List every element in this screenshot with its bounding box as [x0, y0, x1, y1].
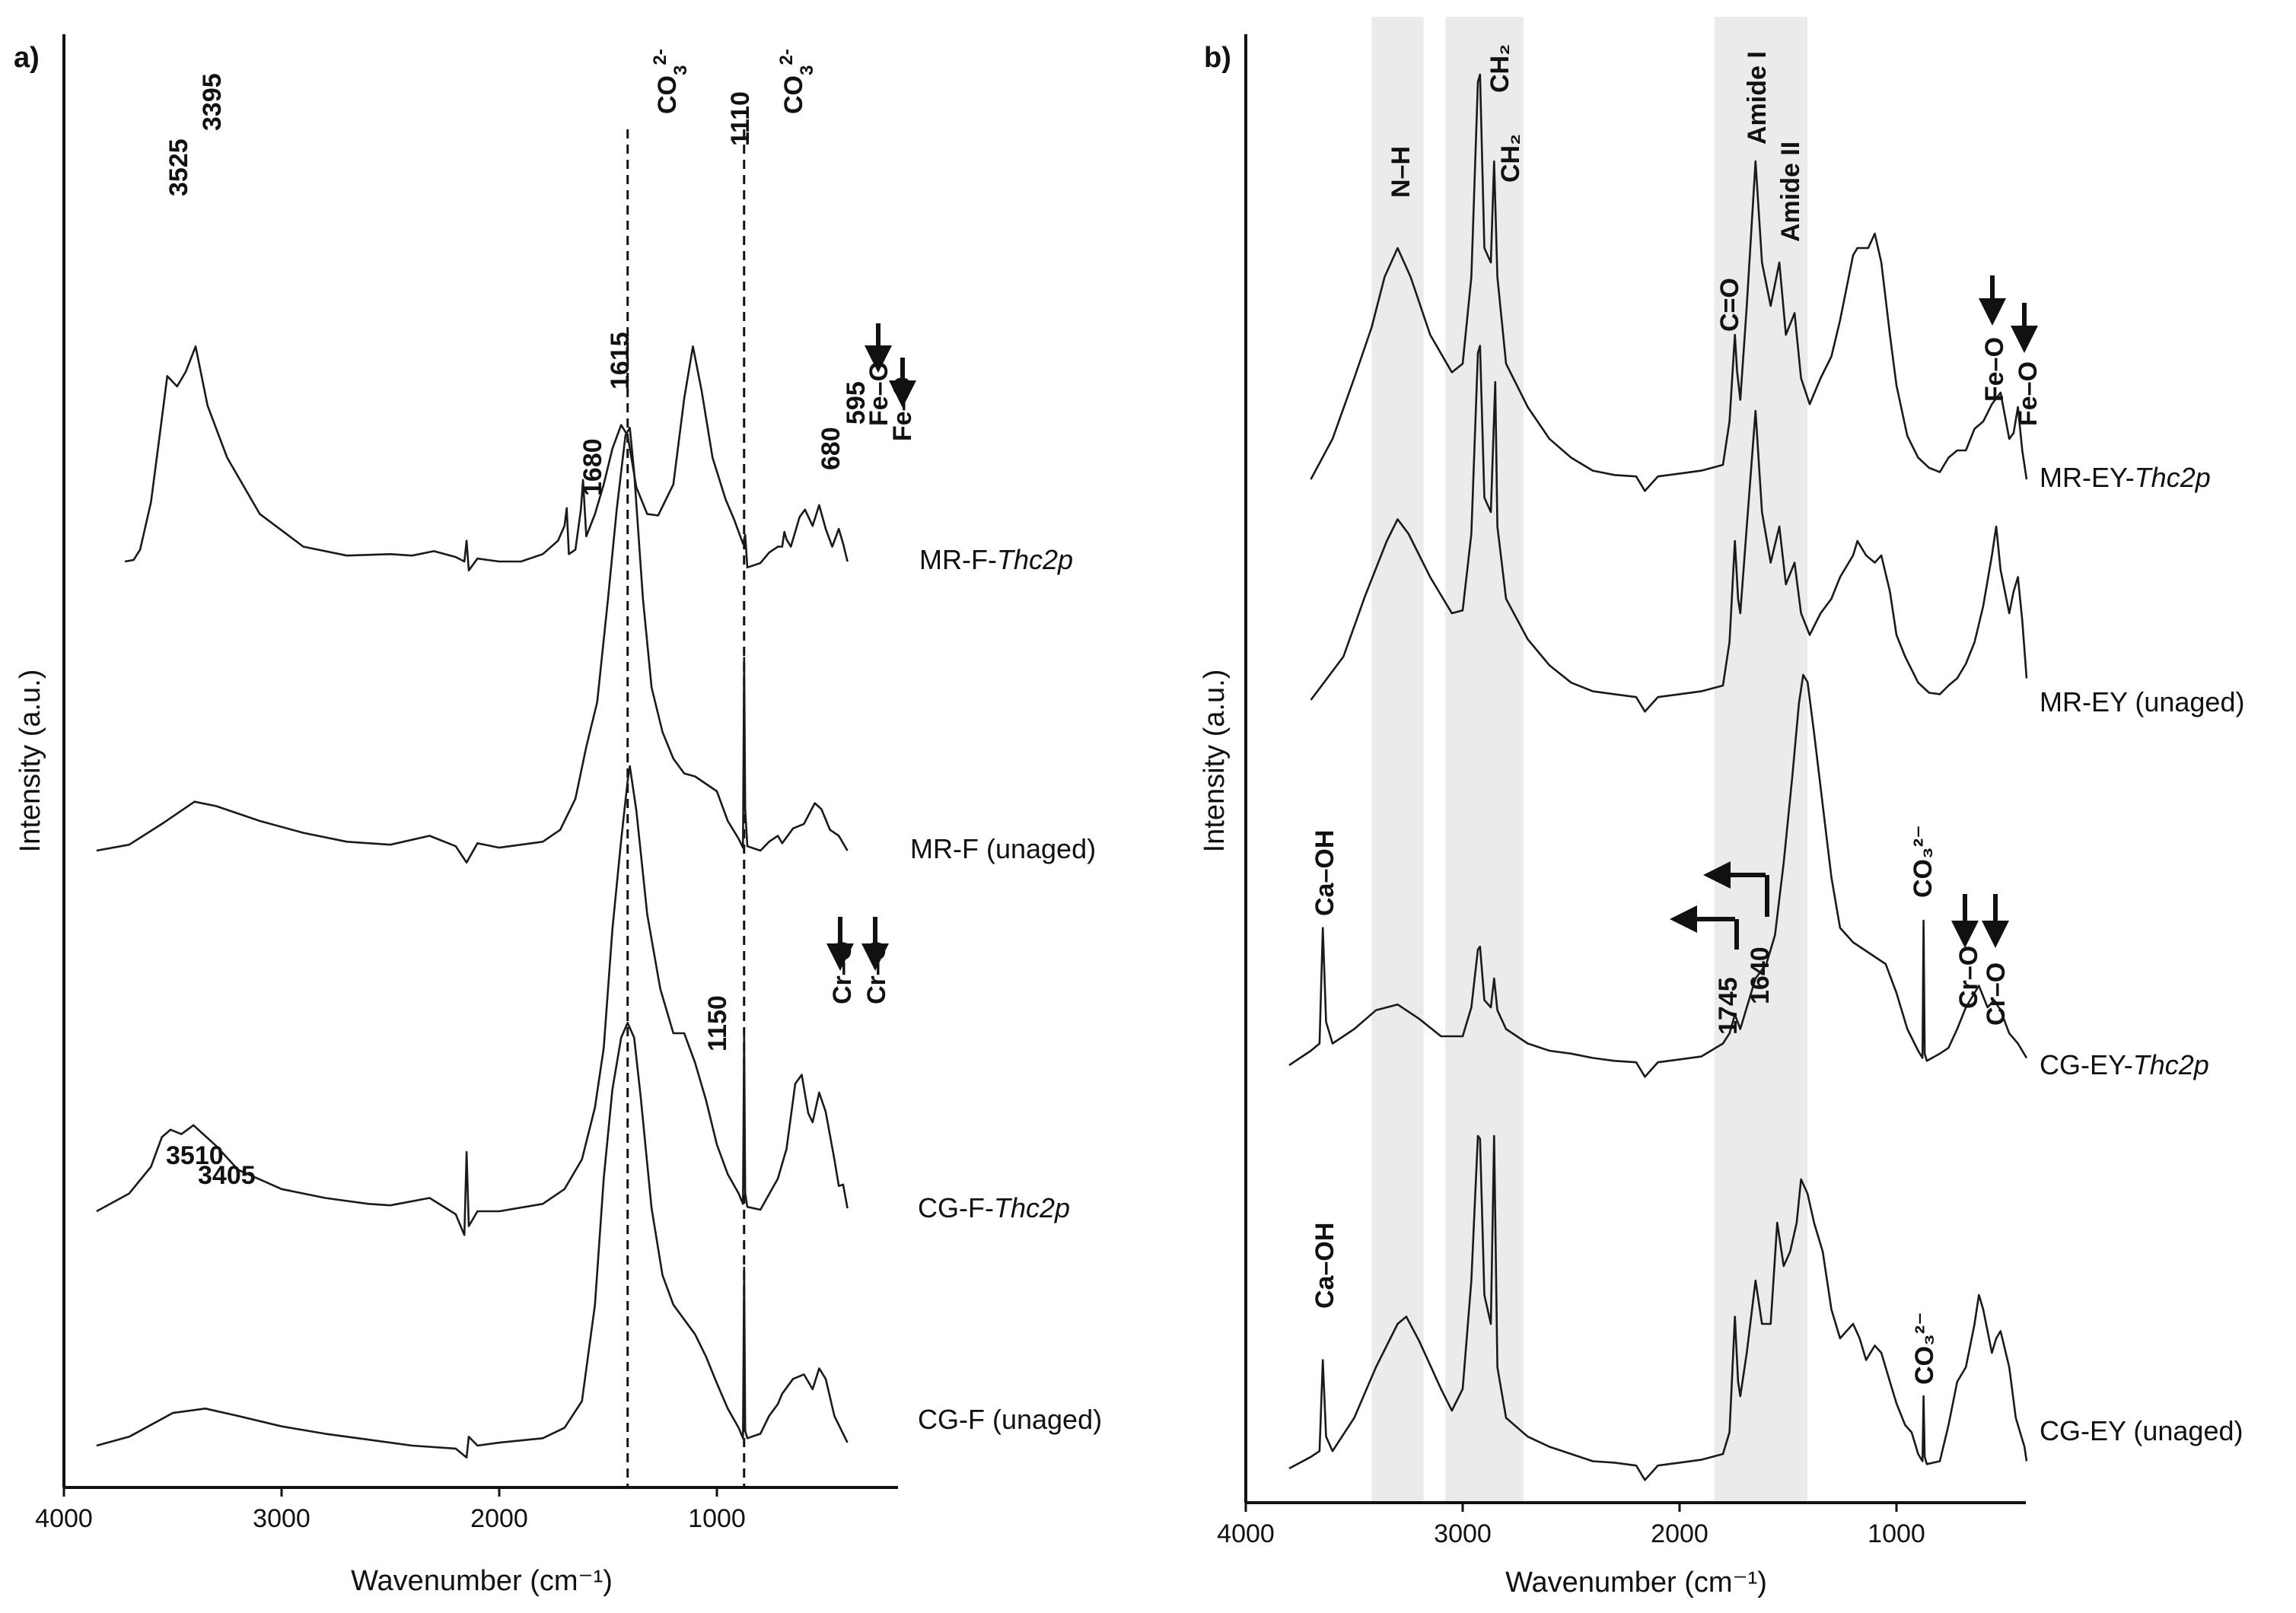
- x-tick-label: 1000: [1868, 1519, 1925, 1548]
- x-tick-label: 4000: [35, 1504, 93, 1533]
- series-line-cg-f-thc2p: [96, 765, 849, 1236]
- x-tick-label: 1000: [688, 1504, 746, 1533]
- label-amide-ii: Amide II: [1776, 142, 1805, 242]
- peak-label-595: 595: [842, 381, 871, 425]
- panel-b-shaded-bands: [1371, 17, 1808, 1503]
- series-label-mr-ey-thc2p: MR-EY-Thc2p: [2040, 462, 2211, 493]
- series-line-mr-ey-thc2p: [1310, 73, 2028, 492]
- peak-label-680: 680: [817, 427, 845, 470]
- panel-b-y-axis-label: Intensity (a.u.): [1199, 670, 1231, 853]
- label-co3-b1: CO₃²⁻: [1909, 825, 1938, 898]
- label-cr-o-b1: Cr–O: [1954, 946, 1983, 1009]
- peak-label-3525: 3525: [164, 138, 193, 196]
- label-fe-o-2: Fe–O: [2014, 361, 2043, 426]
- x-tick-label: 4000: [1217, 1519, 1275, 1548]
- peak-label-1110: 1110: [726, 91, 755, 146]
- label-amide-i: Amide I: [1743, 51, 1772, 145]
- co3-label-a2: CO32-: [776, 49, 817, 114]
- co3-label-a1: CO32-: [650, 49, 691, 114]
- panel-a-label: a): [14, 42, 40, 74]
- label-n-h: N–H: [1387, 146, 1415, 198]
- label-ca-oh-1: Ca–OH: [1310, 830, 1339, 916]
- series-line-cg-ey-unaged-: [1288, 1134, 2028, 1481]
- series-label-mr-f-thc2p: MR-F-Thc2p: [919, 544, 1073, 575]
- x-tick-label: 2000: [470, 1504, 528, 1533]
- peak-label-3405: 3405: [198, 1161, 256, 1190]
- label-1640: 1640: [1746, 946, 1775, 1004]
- label-ca-oh-2: Ca–OH: [1310, 1223, 1339, 1309]
- series-line-mr-f-thc2p: [124, 345, 849, 571]
- series-line-cg-f-unaged-: [96, 1022, 849, 1459]
- x-tick-label: 3000: [1434, 1519, 1492, 1548]
- series-line-mr-ey-unaged-: [1310, 345, 2028, 713]
- peak-label-1615: 1615: [606, 332, 635, 390]
- label-cr-o-b2: Cr–O: [1982, 962, 2011, 1026]
- label-co3-b2: CO₃²⁻: [1910, 1312, 1939, 1385]
- label-1745: 1745: [1714, 977, 1743, 1035]
- panel-a: a) 4000 3000 2000 1000 Wavenumber (cm⁻¹) In…: [14, 34, 1102, 1597]
- shaded-band: [1371, 17, 1424, 1503]
- panel-a-x-ticks: 4000 3000 2000 1000: [35, 1487, 746, 1533]
- series-label-cg-ey-unaged: CG-EY (unaged): [2040, 1415, 2243, 1446]
- series-line-mr-f-unaged-: [96, 427, 849, 864]
- panel-b-series-group: [1288, 73, 2028, 1481]
- panel-b-x-axis-label: Wavenumber (cm⁻¹): [1505, 1567, 1767, 1599]
- peak-label-3510: 3510: [166, 1141, 224, 1170]
- series-label-cg-f-thc2p: CG-F-Thc2p: [918, 1192, 1070, 1223]
- x-tick-label: 2000: [1651, 1519, 1708, 1548]
- panel-a-series-group: [96, 345, 849, 1459]
- peak-label-3395: 3395: [198, 73, 227, 131]
- shaded-band: [1714, 17, 1808, 1503]
- label-fe-o-1: Fe–O: [1980, 337, 2009, 402]
- label-ch2-1: CH₂: [1486, 44, 1514, 93]
- label-ch2-2: CH₂: [1496, 134, 1525, 183]
- series-label-cg-ey-thc2p: CG-EY-Thc2p: [2040, 1049, 2209, 1080]
- series-label-cg-f-unaged: CG-F (unaged): [918, 1404, 1102, 1435]
- panel-a-reference-lines: [626, 129, 746, 1487]
- peak-label-1680: 1680: [578, 438, 607, 496]
- series-line-cg-ey-thc2p: [1288, 673, 2028, 1078]
- panel-b-label: b): [1204, 42, 1231, 74]
- label-c-o: C=O: [1715, 278, 1744, 332]
- panel-a-x-axis-label: Wavenumber (cm⁻¹): [351, 1565, 613, 1597]
- x-tick-label: 3000: [253, 1504, 310, 1533]
- series-label-mr-f-unaged: MR-F (unaged): [910, 833, 1096, 864]
- panel-b-x-ticks: 4000 3000 2000 1000: [1217, 1503, 1925, 1548]
- series-label-mr-ey-unaged: MR-EY (unaged): [2040, 686, 2244, 717]
- peak-label-1150: 1150: [703, 995, 732, 1051]
- panel-b: b) 4000 3000 2000 1000 Wavenumber (cm⁻¹) In…: [1199, 17, 2244, 1599]
- shaded-band: [1445, 17, 1524, 1503]
- panel-a-y-axis-label: Intensity (a.u.): [14, 670, 46, 853]
